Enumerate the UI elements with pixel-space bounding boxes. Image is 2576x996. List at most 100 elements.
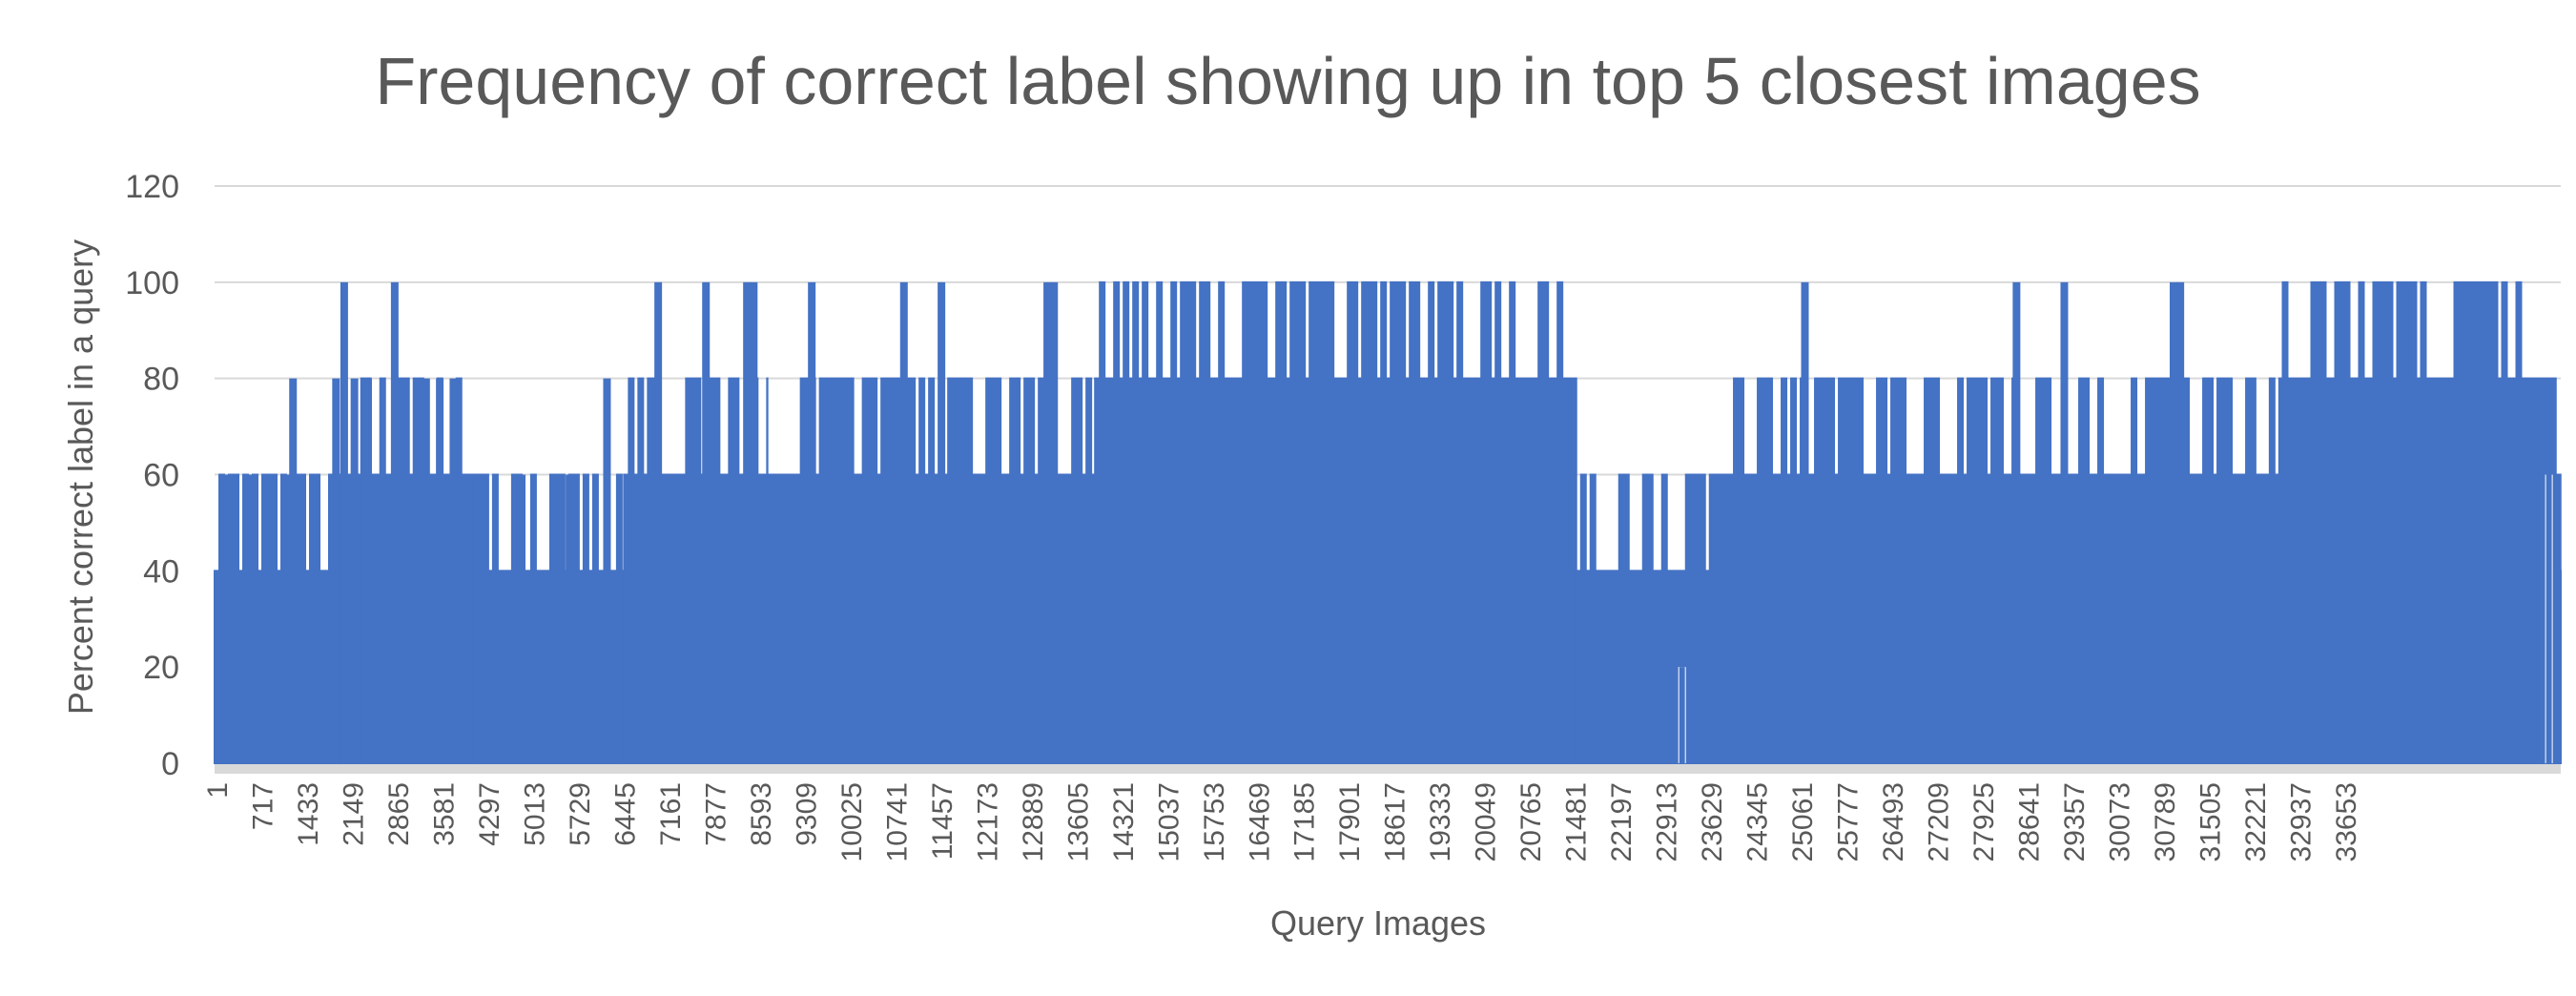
x-tick-label: 10025 bbox=[836, 782, 868, 861]
x-tick-label: 4297 bbox=[474, 782, 505, 846]
series-segment bbox=[2554, 473, 2562, 764]
series-spike bbox=[808, 281, 816, 763]
x-tick-label: 29357 bbox=[2059, 782, 2091, 861]
x-tick-label: 5729 bbox=[565, 782, 596, 846]
x-tick-label: 7161 bbox=[655, 782, 687, 846]
series-spike bbox=[340, 281, 348, 763]
series-spike bbox=[248, 474, 257, 763]
x-axis-ticks: 1 717 1433 2149 2865 3581 4297 5013 5729 6445 7161… bbox=[202, 782, 2362, 861]
series-spike bbox=[282, 474, 291, 763]
series-spike bbox=[938, 281, 946, 763]
x-tick-label: 17185 bbox=[1289, 782, 1321, 861]
series-spike bbox=[422, 378, 430, 763]
series-segment bbox=[360, 377, 475, 764]
x-tick-label: 30789 bbox=[2150, 782, 2181, 861]
x-tick-label: 23629 bbox=[1697, 782, 1728, 861]
series-spike bbox=[603, 378, 611, 763]
series-segment bbox=[472, 473, 626, 764]
x-tick-label: 10741 bbox=[881, 782, 913, 861]
x-tick-label: 19333 bbox=[1425, 782, 1456, 861]
series-spike bbox=[2060, 281, 2069, 763]
x-tick-label: 717 bbox=[247, 782, 278, 830]
series-spike bbox=[702, 281, 711, 763]
x-tick-label: 12173 bbox=[972, 782, 1003, 861]
y-tick-label: 0 bbox=[161, 746, 179, 782]
y-tick-label: 120 bbox=[125, 169, 179, 205]
series-area bbox=[214, 280, 2562, 764]
x-tick-label: 6445 bbox=[609, 782, 641, 846]
x-tick-label: 18617 bbox=[1380, 782, 1412, 861]
series-spike bbox=[220, 474, 229, 763]
x-tick-label: 31505 bbox=[2195, 782, 2227, 861]
series-spike bbox=[2169, 281, 2177, 763]
series-spike bbox=[363, 378, 372, 763]
x-tick-label: 27925 bbox=[1968, 782, 2000, 861]
series-segment bbox=[2254, 377, 2284, 764]
series-spike bbox=[899, 281, 908, 763]
series-segment bbox=[1719, 377, 2005, 764]
series-spike bbox=[2176, 281, 2185, 763]
y-tick-label: 40 bbox=[143, 553, 179, 590]
x-tick-label: 2149 bbox=[338, 782, 369, 846]
x-tick-label: 8593 bbox=[746, 782, 777, 846]
x-tick-label: 12889 bbox=[1018, 782, 1049, 861]
x-tick-label: 22913 bbox=[1652, 782, 1683, 861]
x-tick-label: 33653 bbox=[2331, 782, 2362, 861]
series-segment bbox=[2281, 280, 2557, 764]
x-tick-label: 22197 bbox=[1606, 782, 1638, 861]
series-spike bbox=[350, 378, 359, 763]
x-tick-label: 17901 bbox=[1334, 782, 1366, 861]
x-tick-label: 28641 bbox=[2014, 782, 2046, 861]
series-spike bbox=[449, 378, 458, 763]
series-segment bbox=[2002, 377, 2257, 764]
x-tick-label: 27209 bbox=[1924, 782, 1955, 861]
y-axis-ticks: 0 20 40 60 80 100 120 bbox=[125, 169, 179, 782]
series-segment bbox=[1575, 473, 1721, 764]
x-tick-label: 1433 bbox=[293, 782, 324, 846]
y-tick-label: 20 bbox=[143, 650, 179, 686]
series-segment bbox=[1094, 280, 1577, 764]
series-spike bbox=[390, 281, 399, 763]
series-spike bbox=[517, 474, 526, 763]
y-tick-label: 60 bbox=[143, 458, 179, 494]
series-spike bbox=[1043, 281, 1052, 763]
x-tick-label: 21481 bbox=[1561, 782, 1593, 861]
x-tick-label: 15753 bbox=[1199, 782, 1230, 861]
series-spike bbox=[1050, 281, 1059, 763]
x-axis-label: Query Images bbox=[1270, 903, 1486, 943]
x-tick-label: 14321 bbox=[1108, 782, 1140, 861]
y-axis-label: Percent correct label in a query bbox=[61, 239, 100, 715]
series-spike bbox=[2012, 281, 2021, 763]
x-tick-label: 32937 bbox=[2286, 782, 2318, 861]
series-spike bbox=[289, 378, 298, 763]
series-spike bbox=[332, 378, 340, 763]
y-tick-label: 100 bbox=[125, 265, 179, 301]
series-spike bbox=[750, 281, 758, 763]
x-tick-label: 13605 bbox=[1062, 782, 1094, 861]
series-spike bbox=[436, 378, 444, 763]
series-spike bbox=[654, 281, 663, 763]
x-tick-label: 16469 bbox=[1244, 782, 1275, 861]
x-tick-label: 15037 bbox=[1153, 782, 1185, 861]
x-tick-label: 25061 bbox=[1787, 782, 1819, 861]
chart-title: Frequency of correct label showing up in… bbox=[375, 44, 2201, 118]
x-tick-label: 3581 bbox=[428, 782, 460, 846]
x-tick-label: 30073 bbox=[2105, 782, 2136, 861]
x-tick-label: 26493 bbox=[1878, 782, 1909, 861]
y-tick-label: 80 bbox=[143, 362, 179, 398]
series-spike bbox=[566, 474, 574, 763]
x-tick-label: 7877 bbox=[700, 782, 732, 846]
x-tick-label: 11457 bbox=[927, 782, 958, 860]
series-spike bbox=[398, 378, 406, 763]
x-tick-label: 32221 bbox=[2240, 782, 2272, 861]
series-segment bbox=[876, 377, 1097, 764]
x-tick-label: 5013 bbox=[519, 782, 550, 846]
x-tick-label: 2865 bbox=[383, 782, 415, 846]
series-segment bbox=[766, 377, 878, 764]
x-tick-label: 20765 bbox=[1515, 782, 1547, 861]
x-tick-label: 9309 bbox=[791, 782, 822, 846]
series-dip bbox=[2545, 474, 2552, 763]
series-dip bbox=[1679, 667, 1685, 763]
x-tick-label: 25777 bbox=[1833, 782, 1865, 861]
